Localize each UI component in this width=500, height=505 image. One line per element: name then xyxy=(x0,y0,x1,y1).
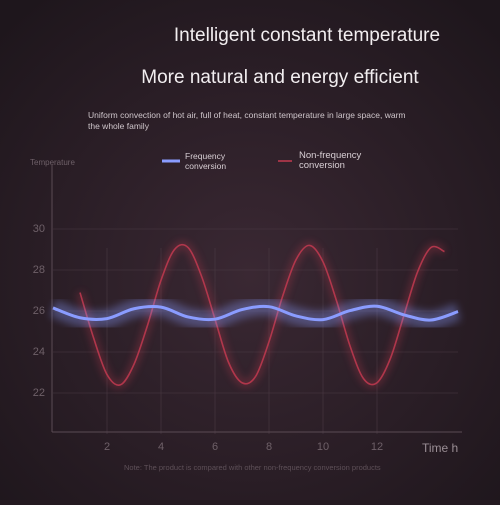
note-box: Note: The product is compared with other… xyxy=(124,463,381,472)
x-tick-label: 8 xyxy=(266,441,272,453)
y-tick-label: 30 xyxy=(33,223,45,235)
description-box: Uniform convection of hot air, full of h… xyxy=(88,110,406,131)
x-tick-label: 12 xyxy=(371,441,383,453)
y-label-box: Temperature xyxy=(30,158,75,167)
legend-label-box: Frequency conversion xyxy=(185,151,227,171)
legend-label: Frequency conversion xyxy=(185,151,227,171)
x-tick-label: 10 xyxy=(317,441,329,453)
series-line xyxy=(79,243,445,386)
x-tick-label: 4 xyxy=(158,441,164,453)
y-tick-label: 28 xyxy=(33,264,45,276)
series-line xyxy=(52,304,459,322)
y-label: Temperature xyxy=(30,158,75,167)
x-tick-label: 2 xyxy=(104,441,110,453)
y-tick-label: 24 xyxy=(33,346,45,358)
description: Uniform convection of hot air, full of h… xyxy=(88,110,406,131)
y-tick-label: 26 xyxy=(33,305,45,317)
y-tick-label: 22 xyxy=(33,387,45,399)
plot xyxy=(49,241,461,389)
subtitle: More natural and energy efficient xyxy=(141,67,419,88)
x-tick-label: 6 xyxy=(212,441,218,453)
x-label: Time h xyxy=(422,441,458,455)
legend: Frequency conversion Non-frequency conver… xyxy=(162,151,362,171)
title: Intelligent constant temperature xyxy=(174,25,440,46)
legend-label-box: Non-frequency conversion xyxy=(299,151,362,171)
legend-label: Non-frequency conversion xyxy=(299,151,362,171)
note: Note: The product is compared with other… xyxy=(124,463,381,472)
